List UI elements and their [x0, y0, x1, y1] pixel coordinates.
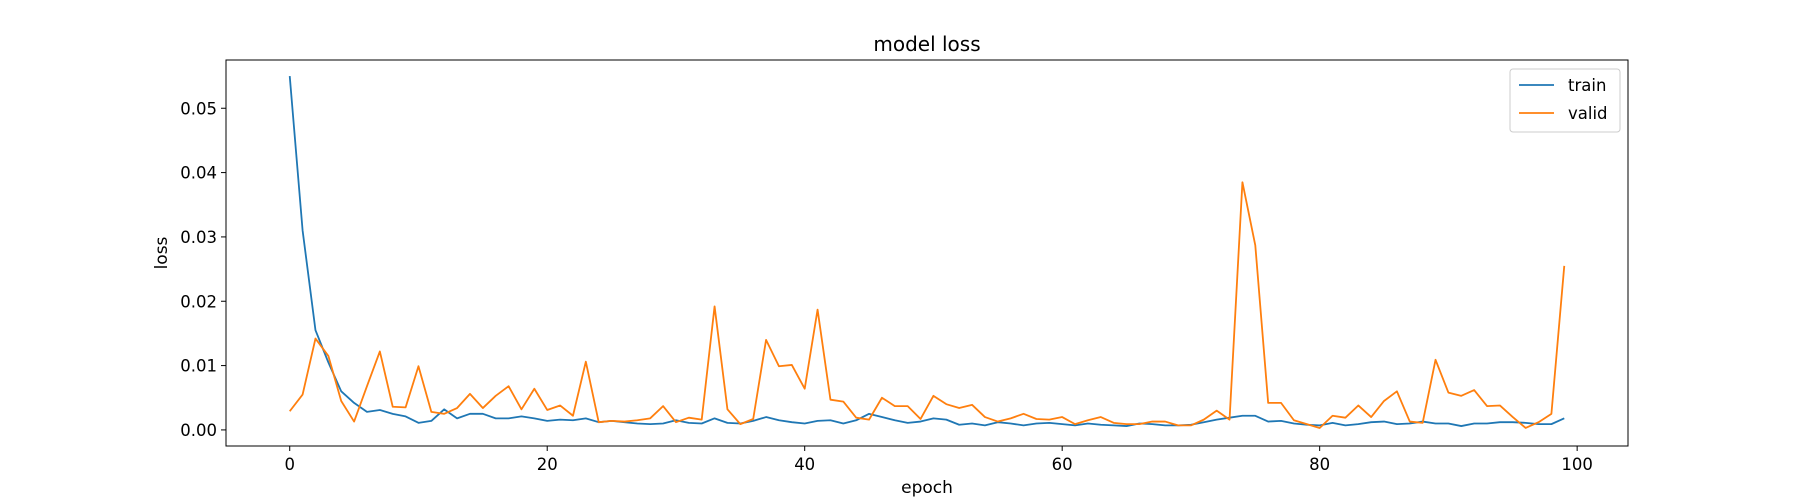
y-tick-label: 0.00 — [180, 421, 217, 440]
series-line-valid — [289, 181, 1566, 429]
axes-frame — [225, 59, 1629, 447]
y-axis-label: loss — [152, 236, 172, 269]
series-layer — [288, 76, 1566, 429]
x-axis: 0 20 40 60 80 100 — [284, 446, 1593, 474]
x-axis-label: epoch — [901, 478, 953, 498]
plot-area — [225, 59, 1629, 447]
x-tick-label: 80 — [1309, 455, 1330, 474]
chart-title: model loss — [873, 32, 980, 56]
y-tick-label: 0.01 — [180, 357, 217, 376]
x-tick-label: 40 — [794, 455, 815, 474]
x-tick-label: 0 — [284, 455, 295, 474]
y-tick-label: 0.03 — [180, 228, 217, 247]
y-tick-label: 0.05 — [180, 99, 217, 118]
y-tick-label: 0.04 — [180, 164, 217, 183]
legend: train valid — [1509, 68, 1621, 133]
x-tick-label: 100 — [1561, 455, 1593, 474]
legend-label-train: train — [1568, 76, 1606, 95]
x-tick-label: 20 — [537, 455, 558, 474]
x-tick-label: 60 — [1052, 455, 1073, 474]
y-axis: 0.00 0.01 0.02 0.03 0.04 0.05 — [180, 99, 226, 440]
legend-label-valid: valid — [1568, 104, 1608, 123]
series-line-train — [288, 76, 1565, 427]
y-tick-label: 0.02 — [180, 292, 217, 311]
